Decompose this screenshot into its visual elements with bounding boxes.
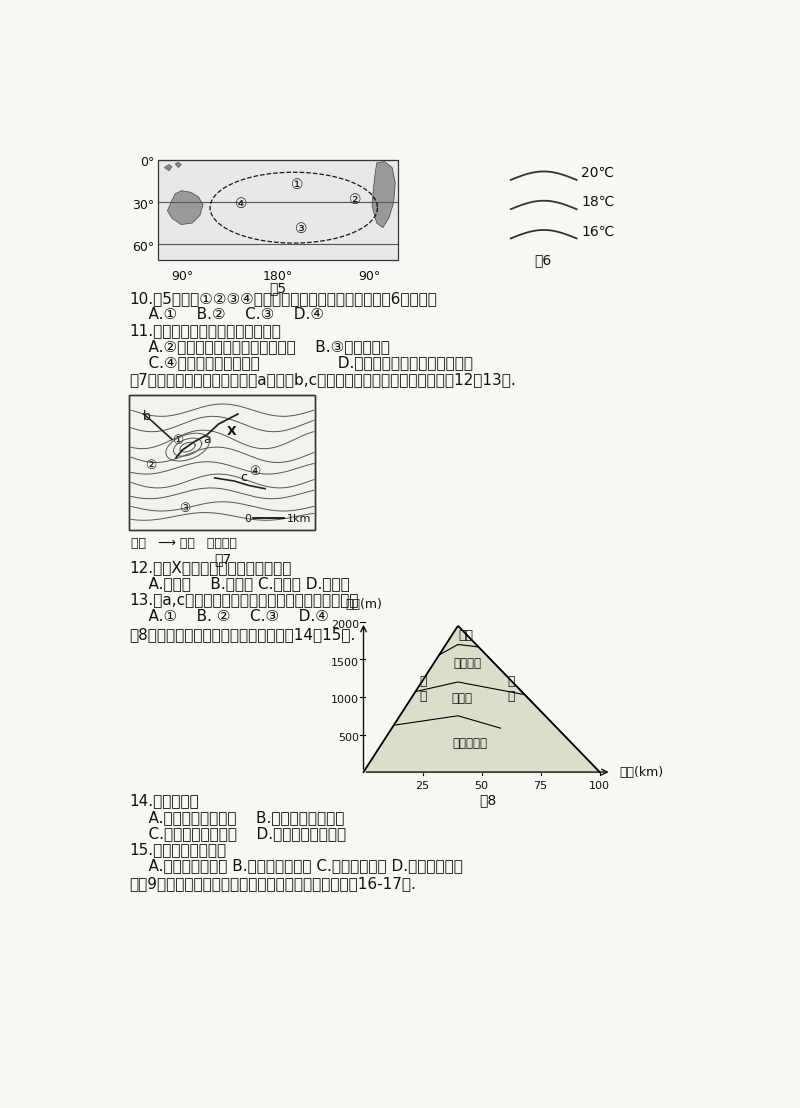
Text: ③: ③ [180,502,191,515]
Text: ③: ③ [295,223,308,236]
Text: 11.下列关于图示信息表述正确的是: 11.下列关于图示信息表述正确的是 [130,324,282,338]
Text: 北
坡: 北 坡 [507,676,514,704]
Text: A.①    B.②    C.③    D.④: A.① B.② C.③ D.④ [130,307,325,322]
Text: ①: ① [172,434,183,448]
Text: 图8示意某山地植被分布情况。读图完成14－15题.: 图8示意某山地植被分布情况。读图完成14－15题. [130,627,356,643]
Text: 1km: 1km [286,514,311,524]
Text: 15.与北坡相比，南坡: 15.与北坡相比，南坡 [130,842,226,858]
Text: 30°: 30° [132,198,154,212]
Text: A.水土流失较严重 B.自然带数目较多 C.年降水量较小 D.光照条件较差: A.水土流失较严重 B.自然带数目较多 C.年降水量较小 D.光照条件较差 [130,859,463,873]
Text: ②: ② [350,193,362,207]
Text: 2000: 2000 [330,620,359,630]
Text: 180°: 180° [263,270,294,283]
Text: A.①    B. ②    C.③    D.④: A.① B. ② C.③ D.④ [130,608,330,624]
Text: 75: 75 [534,781,548,791]
Text: 16℃: 16℃ [582,225,614,238]
Text: A.②洋流对沿岸具有增温增湿作用    B.③洋流为暖流: A.②洋流对沿岸具有增温增湿作用 B.③洋流为暖流 [130,339,390,355]
Text: 高山草甸: 高山草甸 [454,657,482,669]
Text: 13.若a,c两河的支流相连，则流量最著减小的地点是: 13.若a,c两河的支流相连，则流量最著减小的地点是 [130,593,359,607]
Text: 南
坡: 南 坡 [419,676,427,704]
Text: 图6: 图6 [534,253,552,267]
Text: C.南半球低纬度地区    D.南半球中纬度地区: C.南半球低纬度地区 D.南半球中纬度地区 [130,825,346,841]
Bar [130,394,315,530]
Text: 读图9某大国人口自然增长变化曲线图（含预测），回答16-17题.: 读图9某大国人口自然增长变化曲线图（含预测），回答16-17题. [130,876,416,891]
Text: 距离(km): 距离(km) [619,766,663,779]
Text: 海拔(m): 海拔(m) [345,598,382,612]
Text: 针阔温变林: 针阔温变林 [452,738,487,750]
Text: 18℃: 18℃ [582,195,614,209]
Text: 60°: 60° [132,240,154,254]
Bar [158,160,398,260]
Text: 25: 25 [415,781,430,791]
Text: 14.该山地位于: 14.该山地位于 [130,793,199,809]
Text: 图5: 图5 [270,281,287,296]
Text: 12.图中X地的地质构造地貌最可能为: 12.图中X地的地质构造地貌最可能为 [130,561,292,575]
Polygon shape [175,162,182,167]
Text: ④: ④ [235,197,247,211]
Text: a: a [203,433,211,445]
Bar [158,160,398,260]
Text: C.④处形成世界著名渔场                D.该海域洋流呈逆时针方向流动: C.④处形成世界著名渔场 D.该海域洋流呈逆时针方向流动 [130,356,474,370]
Text: ②: ② [146,459,157,472]
Text: 冰川: 冰川 [458,628,474,642]
Text: 50: 50 [474,781,489,791]
Text: 1500: 1500 [331,657,359,667]
Text: 0°: 0° [140,156,154,170]
Text: A.背斜谷    B.背斜山 C.向斜谷 D.向斜山: A.背斜谷 B.背斜山 C.向斜谷 D.向斜山 [130,576,350,592]
Polygon shape [167,191,203,225]
Text: 10.图5中序号①②③④代表的洋流中，水温分布可以用图6表示的是: 10.图5中序号①②③④代表的洋流中，水温分布可以用图6表示的是 [130,290,438,306]
Text: c: c [241,471,248,484]
Text: b: b [142,410,150,423]
Text: 90°: 90° [358,270,381,283]
Text: 20℃: 20℃ [582,166,614,179]
Text: A.北半球低纬度地区    B.北半球中纬度地区: A.北半球低纬度地区 B.北半球中纬度地区 [130,810,345,824]
Text: 90°: 90° [171,270,194,283]
Text: 图7示意莱地的等高线分布，从a河谷到b,c河谷的地层均由新到老。读图完成12－13题.: 图7示意莱地的等高线分布，从a河谷到b,c河谷的地层均由新到老。读图完成12－1… [130,371,516,387]
Text: 图8: 图8 [479,793,496,808]
Polygon shape [372,162,395,227]
Text: 图例   ⟶ 河流   ⌒等高线: 图例 ⟶ 河流 ⌒等高线 [131,537,237,551]
Text: 图7: 图7 [214,553,231,566]
Text: 500: 500 [338,732,359,742]
Text: 针叶林: 针叶林 [451,692,472,706]
Text: 0: 0 [244,514,251,524]
Text: X: X [227,425,237,439]
Text: 100: 100 [589,781,610,791]
Bar [130,394,315,530]
Text: ①: ① [291,177,304,192]
Text: 1000: 1000 [331,695,359,705]
Polygon shape [164,164,172,171]
Text: ④: ④ [250,465,261,479]
